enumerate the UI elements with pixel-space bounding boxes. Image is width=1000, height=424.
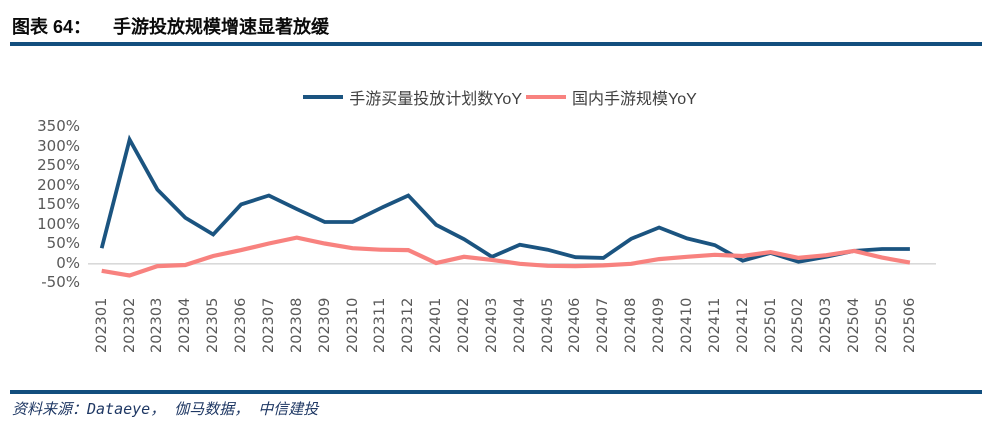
footer-divider	[10, 390, 982, 394]
y-tick-label: 200%	[37, 175, 80, 194]
y-tick-label: 250%	[37, 156, 80, 175]
x-tick-label: 202304	[177, 297, 194, 353]
x-tick-label: 202312	[400, 297, 417, 353]
y-tick-label: 300%	[37, 136, 80, 155]
x-tick-label: 202307	[260, 297, 277, 353]
x-tick-label: 202308	[288, 297, 305, 353]
y-tick-label: -50%	[41, 273, 80, 292]
y-tick-label: 350%	[37, 117, 80, 136]
x-tick-label: 202310	[344, 297, 361, 353]
page-title: 手游投放规模增速显著放缓	[113, 17, 330, 37]
y-axis-labels: 350% 300% 250% 200% 150% 100% 50% 0% -50%	[0, 0, 80, 300]
x-tick-label: 202403	[483, 297, 500, 353]
legend-line-swatch-pink	[526, 95, 566, 99]
x-tick-label: 202311	[372, 297, 389, 353]
x-tick-label: 202409	[651, 297, 668, 353]
x-tick-label: 202402	[456, 297, 472, 353]
x-tick-label: 202411	[706, 297, 723, 353]
figure-number: 图表 64：	[12, 17, 92, 37]
legend-item-domestic-scale-yoy: 国内手游规模YoY	[526, 85, 697, 109]
x-tick-label: 202501	[762, 297, 779, 353]
x-axis-labels: 202301 202302 202303 202304 202305 202306 2023…	[93, 297, 918, 353]
x-tick-label: 202505	[874, 297, 891, 353]
x-tick-label: 202302	[121, 297, 138, 353]
y-tick-label: 0%	[56, 253, 80, 272]
x-tick-label: 202506	[901, 297, 918, 353]
x-tick-label: 202305	[205, 297, 222, 353]
x-tick-label: 202301	[93, 297, 110, 353]
y-tick-label: 150%	[37, 195, 80, 214]
chart-header: 图表 64： 手游投放规模增速显著放缓	[12, 13, 988, 39]
x-tick-label: 202502	[790, 297, 807, 353]
x-tick-label: 202408	[623, 297, 640, 353]
x-tick-label: 202405	[539, 297, 556, 353]
header-divider	[10, 42, 982, 46]
x-tick-label: 202412	[734, 297, 751, 353]
data-source-note: 资料来源：Dataeye， 伽马数据， 中信建投	[12, 400, 319, 418]
legend-item-plan-count-yoy: 手游买量投放计划数YoY	[303, 85, 522, 109]
x-tick-label: 202503	[818, 297, 835, 353]
legend-line-swatch-navy	[303, 95, 344, 99]
x-tick-label: 202406	[567, 297, 584, 353]
x-tick-label: 202504	[846, 297, 863, 353]
series-line-1	[101, 235, 911, 278]
x-tick-label: 202407	[595, 297, 612, 353]
x-tick-label: 202309	[316, 297, 333, 353]
line-chart	[88, 134, 936, 278]
x-tick-label: 202306	[233, 297, 250, 353]
y-tick-label: 100%	[37, 214, 80, 233]
x-tick-label: 202410	[678, 297, 695, 353]
legend-label: 国内手游规模YoY	[572, 91, 697, 108]
legend-label: 手游买量投放计划数YoY	[349, 91, 522, 108]
x-tick-label: 202303	[149, 297, 166, 353]
y-tick-label: 50%	[46, 234, 80, 253]
chart-legend: 手游买量投放计划数YoY 国内手游规模YoY	[0, 85, 1000, 109]
x-tick-label: 202401	[428, 297, 445, 353]
x-tick-label: 202404	[511, 297, 528, 353]
